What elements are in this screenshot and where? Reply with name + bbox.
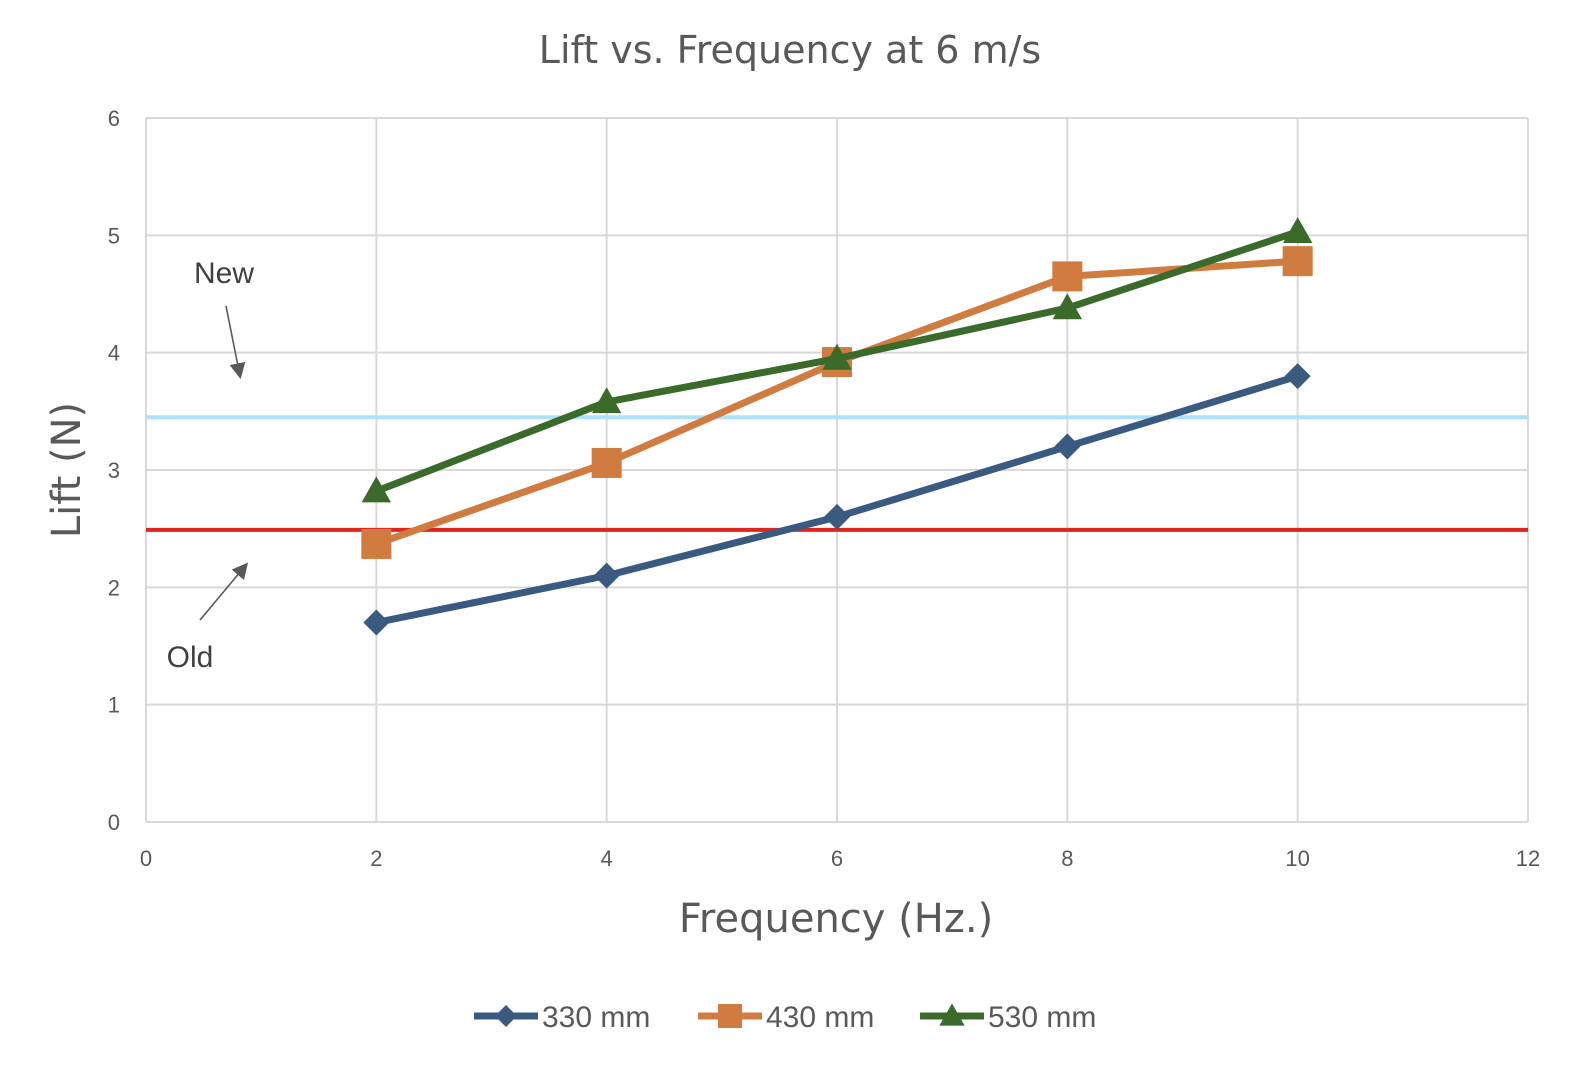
annotation-new: New [194, 257, 254, 380]
data-point-330-mm [363, 609, 390, 636]
legend-label: 430 mm [766, 1001, 874, 1034]
annotation-new-arrow [225, 305, 246, 380]
legend-item-530-mm: 530 mm [920, 1001, 1096, 1034]
data-point-430-mm [1282, 246, 1313, 277]
y-tick-label: 3 [108, 458, 120, 483]
y-tick-label: 0 [108, 810, 120, 835]
x-tick-label: 12 [1516, 846, 1540, 871]
legend-item-330-mm: 330 mm [474, 1001, 650, 1034]
data-point-530-mm [1282, 217, 1313, 244]
annotation-old-label: Old [167, 641, 214, 674]
legend-swatch-marker [495, 1005, 517, 1027]
data-point-430-mm [361, 528, 392, 559]
data-point-430-mm [1052, 261, 1083, 292]
data-point-530-mm [591, 387, 622, 414]
legend-label: 330 mm [542, 1001, 650, 1034]
y-tick-label: 2 [108, 575, 120, 600]
x-axis-title: Frequency (Hz.) [679, 896, 993, 942]
annotation-new-label: New [194, 257, 254, 290]
legend-label: 530 mm [988, 1001, 1096, 1034]
x-tick-label: 2 [370, 846, 382, 871]
data-point-530-mm [1052, 293, 1083, 320]
series-lines [361, 217, 1313, 636]
chart-title: Lift vs. Frequency at 6 m/s [539, 28, 1041, 72]
data-point-530-mm [822, 343, 852, 370]
y-tick-label: 6 [108, 106, 120, 131]
x-tick-label: 4 [601, 846, 613, 871]
x-tick-label: 8 [1061, 846, 1073, 871]
data-point-530-mm [361, 476, 392, 503]
annotation-old-arrow [199, 562, 249, 621]
data-point-330-mm [824, 503, 850, 530]
data-point-330-mm [1284, 363, 1311, 390]
annotation-old: Old [167, 562, 249, 674]
legend: 330 mm 430 mm 530 mm [474, 1001, 1096, 1034]
series-530-mm [361, 217, 1313, 503]
x-tick-label: 0 [140, 846, 152, 871]
y-tick-label: 4 [108, 341, 120, 366]
data-point-430-mm [591, 447, 622, 478]
y-axis-title: Lift (N) [44, 402, 90, 538]
legend-item-430-mm: 430 mm [698, 1001, 874, 1034]
legend-swatch-marker [939, 1003, 965, 1026]
data-point-330-mm [1054, 433, 1081, 460]
series-330-mm [363, 363, 1311, 636]
y-tick-label: 1 [108, 693, 120, 718]
legend-swatch-marker [718, 1004, 742, 1028]
grid [145, 117, 1529, 823]
x-tick-label: 6 [831, 846, 843, 871]
x-tick-label: 10 [1285, 846, 1309, 871]
data-point-330-mm [593, 562, 620, 589]
y-tick-label: 5 [108, 223, 120, 248]
